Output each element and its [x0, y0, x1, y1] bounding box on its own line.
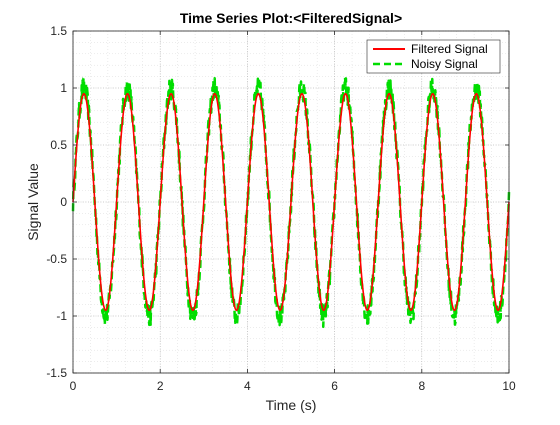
legend: Filtered Signal Noisy Signal	[366, 39, 501, 74]
series-filtered-signal	[72, 92, 510, 312]
y-axis-label: Signal Value	[25, 163, 41, 241]
tick-labels: 0 2 4 6 8 10 -1.5 -1 -0.5 0 0.5 1 1.5	[46, 24, 516, 393]
x-tick-label: 6	[331, 379, 338, 393]
y-tick-label: 1	[60, 81, 67, 95]
x-axis-label: Time (s)	[266, 397, 317, 413]
y-tick-label: -0.5	[46, 252, 67, 266]
legend-label-noisy: Noisy Signal	[411, 57, 478, 71]
x-tick-label: 10	[502, 379, 516, 393]
x-tick-label: 0	[70, 379, 77, 393]
y-tick-label: -1	[56, 309, 67, 323]
legend-box	[366, 39, 501, 74]
legend-label-filtered: Filtered Signal	[411, 42, 488, 56]
x-tick-label: 4	[244, 379, 251, 393]
x-tick-label: 8	[418, 379, 425, 393]
y-tick-label: 1.5	[50, 24, 67, 38]
x-tick-label: 2	[157, 379, 164, 393]
series-layer	[71, 76, 511, 329]
ticks	[72, 30, 510, 374]
y-tick-label: 0.5	[50, 138, 67, 152]
y-tick-label: -1.5	[46, 366, 67, 380]
chart-title: Time Series Plot:<FilteredSignal>	[180, 10, 402, 26]
y-tick-label: 0	[60, 195, 67, 209]
